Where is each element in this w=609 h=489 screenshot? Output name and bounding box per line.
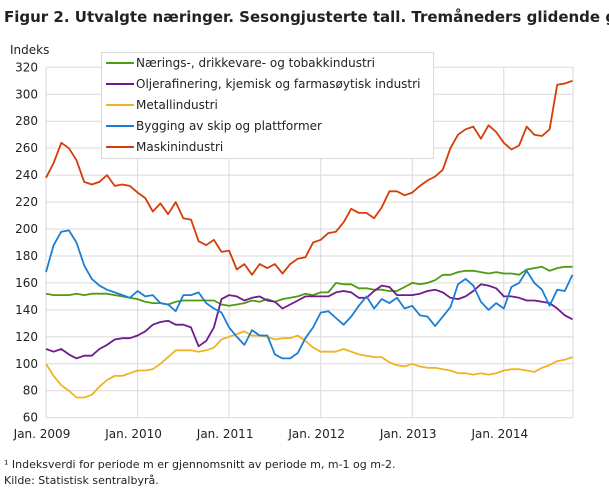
y-tick-label: 60 xyxy=(23,411,38,425)
legend-label: Maskinindustri xyxy=(136,140,223,154)
legend-label: Metallindustri xyxy=(136,98,218,112)
y-axis-label: Indeks xyxy=(10,43,49,57)
y-tick-label: 180 xyxy=(15,249,38,263)
x-tick-label: Jan. 2014 xyxy=(470,427,528,441)
legend-label: Bygging av skip og plattformer xyxy=(136,119,322,133)
y-tick-label: 120 xyxy=(15,330,38,344)
x-tick-label: Jan. 2013 xyxy=(379,427,437,441)
y-tick-label: 240 xyxy=(15,168,38,182)
series-lines xyxy=(45,79,574,399)
y-tick-label: 220 xyxy=(15,195,38,209)
legend-label: Nærings-, drikkevare- og tobakkindustri xyxy=(136,56,375,70)
x-tick-label: Jan. 2011 xyxy=(196,427,254,441)
y-tick-label: 100 xyxy=(15,357,38,371)
y-tick-label: 300 xyxy=(15,87,38,101)
y-tick-label: 280 xyxy=(15,114,38,128)
source-note: Kilde: Statistisk sentralbyrå. xyxy=(4,474,159,487)
y-tick-label: 260 xyxy=(15,141,38,155)
x-tick-label: Jan. 2010 xyxy=(104,427,162,441)
legend: Nærings-, drikkevare- og tobakkindustri O… xyxy=(101,52,434,159)
series-line-2 xyxy=(45,330,573,399)
chart-title: Figur 2. Utvalgte næringer. Sesongjuster… xyxy=(4,8,609,26)
x-tick-label: Jan. 2012 xyxy=(287,427,345,441)
footnote: ¹ Indeksverdi for periode m er gjennomsn… xyxy=(4,458,395,471)
y-tick-label: 80 xyxy=(23,384,38,398)
series-line-1 xyxy=(45,283,573,360)
legend-box xyxy=(101,52,434,159)
y-tick-label: 320 xyxy=(15,60,38,74)
legend-label: Oljerafinering, kjemisk og farmasøytisk … xyxy=(136,77,420,91)
x-tick-labels: Jan. 2009 Jan. 2010 Jan. 2011 Jan. 2012 Jan.… xyxy=(13,427,528,441)
series-line-3 xyxy=(45,229,574,360)
series-line-4 xyxy=(45,79,573,276)
y-tick-labels: 60 80 100 120 140 160 180 200 220 240 260 280 300 320 xyxy=(15,60,38,424)
y-tick-label: 140 xyxy=(15,303,38,317)
y-tick-label: 200 xyxy=(15,222,38,236)
series-line-0 xyxy=(45,265,573,307)
x-tick-label: Jan. 2009 xyxy=(13,427,71,441)
y-tick-label: 160 xyxy=(15,276,38,290)
